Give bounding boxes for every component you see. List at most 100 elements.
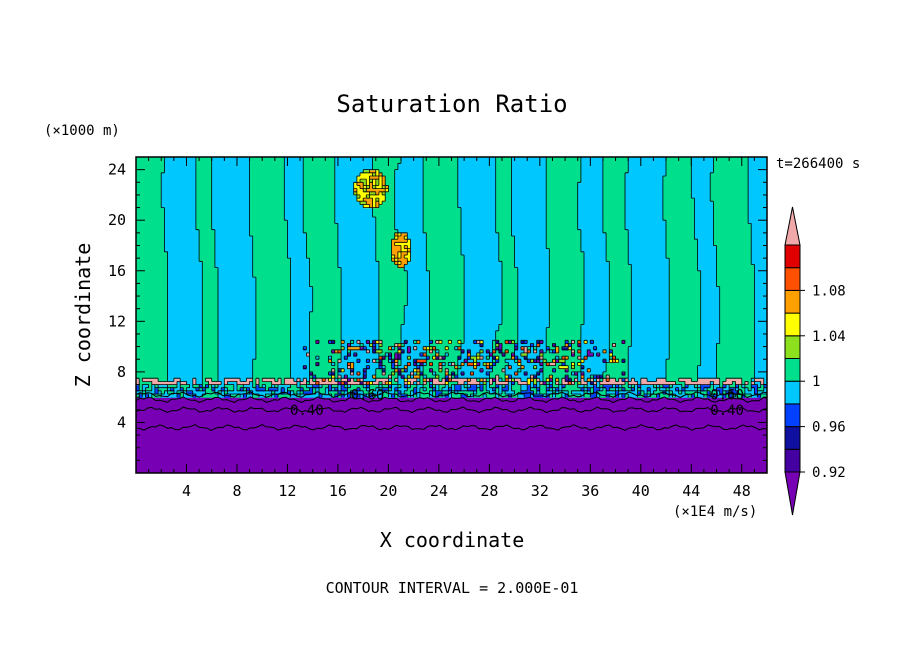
contour-band-cell [309,261,339,266]
contour-band-cell [375,245,393,250]
contour-band-cell [713,384,721,389]
contour-band-cell [631,286,670,291]
contour-band-cell [625,381,629,386]
contour-band-cell [748,169,767,174]
contour-band-cell [754,390,759,395]
contour-band-cell [606,258,629,262]
contour-band-cell [136,368,169,373]
contour-band-cell [407,236,427,240]
contour-band-cell [580,169,604,174]
contour-band-cell [252,384,257,389]
contour-band-cell [580,333,610,338]
contour-band-cell [543,394,547,398]
contour-band-cell [202,368,219,373]
contour-band-cell [356,352,380,357]
contour-band-cell [378,172,383,177]
contour-band-cell [722,387,730,392]
contour-band-cell [375,258,393,262]
contour-band-cell [218,375,254,379]
contour-band-cell [366,368,377,373]
contour-band-cell [530,349,535,354]
contour-band-cell [252,359,292,363]
contour-band-cell [410,375,415,379]
contour-band-cell [136,321,169,326]
colorbar-swatch [784,267,801,291]
contour-band-cell [719,337,755,341]
contour-band-cell [202,315,219,319]
contour-band-cell [382,185,386,190]
contour-band-cell [546,362,550,367]
contour-band-cell [337,232,377,237]
contour-band-cell [394,188,424,193]
contour-band-cell [460,365,475,370]
contour-band-cell [211,185,251,190]
contour-band-cell [249,194,285,199]
contour-band-cell [255,343,292,348]
contour-band-cell [337,242,377,247]
contour-band-cell [713,217,749,221]
contour-band-cell [341,384,345,389]
contour-band-cell [382,182,386,187]
contour-band-cell [520,365,525,370]
contour-band-cell [732,390,740,395]
contour-band-cell [524,371,528,376]
contour-band-cell [625,217,664,221]
contour-band-cell [555,343,566,348]
contour-band-cell [360,343,364,348]
contour-band-cell [615,387,620,392]
contour-band-cell [628,394,639,398]
contour-band-cell [249,223,289,228]
contour-band-cell [394,368,399,373]
contour-band-cell [136,431,767,436]
contour-band-cell [287,220,304,224]
contour-band-cell [211,217,251,221]
contour-band-cell [252,251,289,256]
contour-band-cell [195,169,213,174]
contour-band-cell [618,387,623,392]
contour-band-cell [584,267,610,272]
contour-band-cell [214,232,251,237]
contour-band-cell [136,435,767,439]
contour-band-cell [577,362,582,367]
contour-band-cell [136,207,165,212]
contour-band-cell [249,201,285,205]
contour-band-cell [546,188,579,193]
contour-band-cell [173,378,181,382]
contour-band-cell [397,163,424,168]
contour-band-cell [669,311,702,316]
contour-band-cell [517,296,550,300]
contour-band-cell [577,188,604,193]
contour-band-cell [520,387,528,392]
contour-band-cell [631,387,636,392]
contour-band-cell [748,210,767,215]
contour-band-cell [249,182,285,187]
contour-band-cell [476,356,481,360]
contour-band-cell [306,239,339,243]
contour-band-cell [429,308,465,313]
contour-band-cell [495,182,513,187]
contour-band-cell [375,185,383,190]
contour-band-cell [606,375,610,379]
contour-band-cell [401,324,431,329]
contour-band-cell [394,223,424,228]
contour-band-cell [363,185,367,190]
contour-band-cell [366,349,371,354]
contour-band-cell [429,289,465,294]
contour-band-cell [410,248,427,253]
contour-band-cell [252,239,289,243]
contour-band-cell [754,299,767,303]
contour-band-cell [164,239,200,243]
contour-band-cell [218,330,257,335]
contour-band-cell [460,210,497,215]
contour-band-cell [318,384,323,389]
contour-band-cell [602,384,613,389]
contour-band-cell [309,375,314,379]
contour-band-cell [328,390,339,395]
contour-band-cell [511,191,547,196]
contour-band-cell [303,201,336,205]
contour-band-cell [341,308,380,313]
contour-band-cell [527,384,531,389]
contour-band-cell [631,264,670,269]
contour-band-cell [407,258,412,262]
contour-band-cell [558,365,569,370]
